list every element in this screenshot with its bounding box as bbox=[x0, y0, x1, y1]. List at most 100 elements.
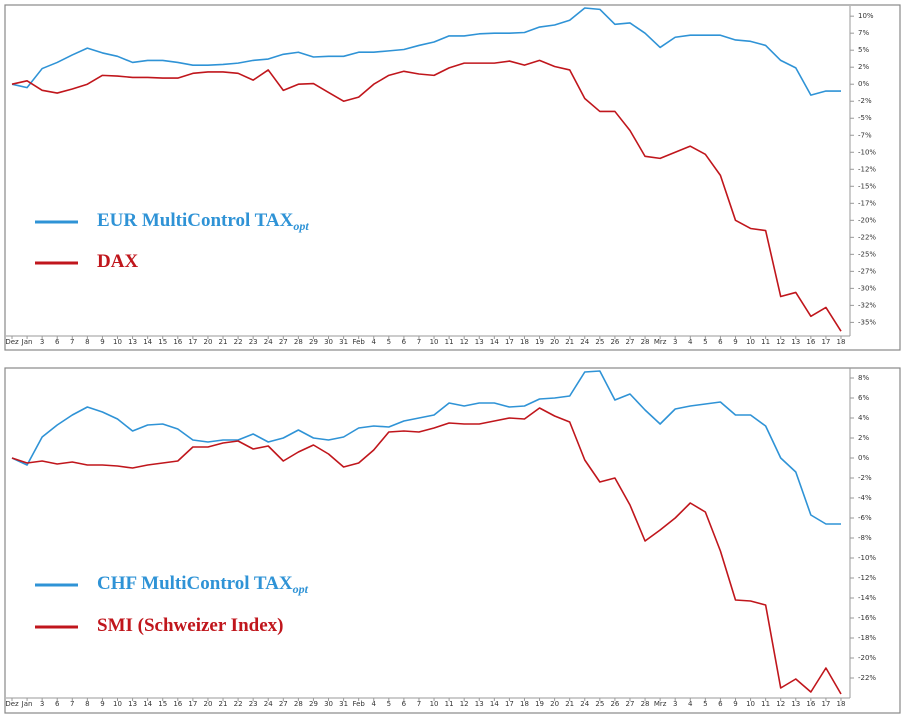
y-tick-label: -2% bbox=[858, 97, 872, 105]
y-tick-label: -16% bbox=[858, 614, 876, 622]
y-tick-label: -32% bbox=[858, 301, 876, 309]
x-tick-label: 20 bbox=[203, 700, 212, 708]
x-tick-label: 24 bbox=[264, 700, 273, 708]
x-tick-label: 10 bbox=[113, 338, 122, 346]
x-tick-label: 14 bbox=[490, 700, 499, 708]
y-tick-label: -25% bbox=[858, 250, 876, 258]
x-tick-label: 7 bbox=[417, 338, 421, 346]
x-tick-label: 17 bbox=[821, 338, 830, 346]
y-tick-label: -10% bbox=[858, 148, 876, 156]
y-tick-label: -35% bbox=[858, 318, 876, 326]
x-tick-label: 29 bbox=[309, 700, 318, 708]
x-tick-label: 3 bbox=[673, 700, 677, 708]
legend-subscript: opt bbox=[293, 582, 309, 596]
y-tick-label: -15% bbox=[858, 182, 876, 190]
x-tick-label: 21 bbox=[219, 700, 228, 708]
panel-frame bbox=[4, 367, 901, 714]
x-tick-label: 5 bbox=[703, 700, 707, 708]
y-tick-label: -10% bbox=[858, 554, 876, 562]
y-tick-label: 4% bbox=[858, 414, 869, 422]
x-tick-label: 5 bbox=[387, 338, 391, 346]
x-tick-label: 4 bbox=[372, 338, 377, 346]
x-tick-label: 14 bbox=[143, 338, 152, 346]
x-tick-label: 20 bbox=[550, 700, 559, 708]
legend-subscript: opt bbox=[293, 219, 309, 233]
x-tick-label: 5 bbox=[703, 338, 707, 346]
x-tick-label: 17 bbox=[188, 338, 197, 346]
x-tick-label: 9 bbox=[733, 700, 737, 708]
panel-frame bbox=[4, 4, 901, 351]
series-line bbox=[11, 59, 842, 332]
series-line bbox=[11, 370, 841, 525]
x-tick-label: 22 bbox=[234, 700, 243, 708]
y-tick-label: -17% bbox=[858, 199, 876, 207]
y-tick-label: -12% bbox=[858, 165, 876, 173]
x-tick-label: Dez bbox=[5, 700, 19, 708]
x-tick-label: 4 bbox=[372, 700, 377, 708]
legend-label: SMI (Schweizer Index) bbox=[97, 615, 283, 636]
y-tick-label: -27% bbox=[858, 267, 876, 275]
legend-name: CHF MultiControl TAX bbox=[97, 573, 293, 594]
x-tick-label: 13 bbox=[791, 338, 800, 346]
x-tick-label: 13 bbox=[475, 338, 484, 346]
x-tick-label: 3 bbox=[40, 338, 44, 346]
x-tick-label: 23 bbox=[249, 338, 258, 346]
x-tick-label: 21 bbox=[565, 700, 574, 708]
x-tick-label: Jan bbox=[21, 700, 33, 708]
y-tick-label: -20% bbox=[858, 654, 876, 662]
x-tick-label: 22 bbox=[234, 338, 243, 346]
x-tick-label: 31 bbox=[339, 338, 348, 346]
x-tick-label: 28 bbox=[641, 338, 650, 346]
x-tick-label: 30 bbox=[324, 338, 333, 346]
x-tick-label: Jan bbox=[21, 338, 33, 346]
x-tick-label: 24 bbox=[580, 700, 589, 708]
x-tick-label: 31 bbox=[339, 700, 348, 708]
x-tick-label: 16 bbox=[173, 338, 182, 346]
x-tick-label: 17 bbox=[188, 700, 197, 708]
x-tick-label: 12 bbox=[776, 700, 785, 708]
x-tick-label: 27 bbox=[279, 700, 288, 708]
legend-label: CHF MultiControl TAXopt bbox=[97, 573, 309, 595]
y-tick-label: 5% bbox=[858, 46, 869, 54]
x-tick-label: 3 bbox=[673, 338, 677, 346]
x-tick-label: 13 bbox=[128, 700, 137, 708]
y-tick-label: -4% bbox=[858, 494, 872, 502]
x-tick-label: 10 bbox=[113, 700, 122, 708]
x-tick-label: 6 bbox=[718, 338, 723, 346]
x-tick-label: 3 bbox=[40, 700, 44, 708]
y-tick-label: 2% bbox=[858, 63, 869, 71]
x-tick-label: 8 bbox=[85, 338, 89, 346]
x-tick-label: Feb bbox=[352, 700, 365, 708]
legend-label: EUR MultiControl TAXopt bbox=[97, 210, 309, 232]
x-tick-label: 6 bbox=[402, 338, 407, 346]
y-tick-label: 2% bbox=[858, 434, 869, 442]
x-tick-label: 13 bbox=[475, 700, 484, 708]
x-tick-label: 25 bbox=[595, 338, 604, 346]
x-tick-label: 26 bbox=[610, 338, 619, 346]
x-tick-label: Feb bbox=[352, 338, 365, 346]
x-tick-label: 10 bbox=[430, 700, 439, 708]
x-tick-label: 15 bbox=[158, 700, 167, 708]
x-tick-label: 29 bbox=[309, 338, 318, 346]
y-tick-label: -14% bbox=[858, 594, 876, 602]
x-tick-label: 17 bbox=[505, 700, 514, 708]
y-tick-label: -2% bbox=[858, 474, 872, 482]
y-tick-label: -5% bbox=[858, 114, 872, 122]
x-tick-label: 18 bbox=[837, 700, 846, 708]
x-tick-label: 14 bbox=[490, 338, 499, 346]
x-tick-label: 10 bbox=[746, 700, 755, 708]
y-tick-label: 0% bbox=[858, 454, 869, 462]
x-tick-label: 4 bbox=[688, 700, 693, 708]
x-tick-label: 16 bbox=[173, 700, 182, 708]
x-tick-label: 21 bbox=[219, 338, 228, 346]
x-tick-label: 14 bbox=[143, 700, 152, 708]
x-tick-label: 23 bbox=[249, 700, 258, 708]
legend-name: DAX bbox=[97, 251, 138, 272]
x-tick-label: Mrz bbox=[654, 338, 667, 346]
legend-label: DAX bbox=[97, 251, 138, 272]
x-tick-label: 6 bbox=[55, 338, 60, 346]
x-tick-label: 24 bbox=[264, 338, 273, 346]
y-tick-label: 7% bbox=[858, 29, 869, 37]
x-tick-label: 25 bbox=[595, 700, 604, 708]
